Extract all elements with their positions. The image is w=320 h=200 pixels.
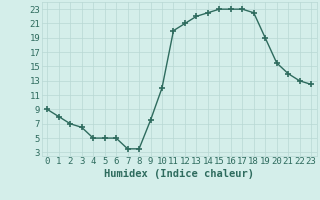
X-axis label: Humidex (Indice chaleur): Humidex (Indice chaleur) xyxy=(104,169,254,179)
